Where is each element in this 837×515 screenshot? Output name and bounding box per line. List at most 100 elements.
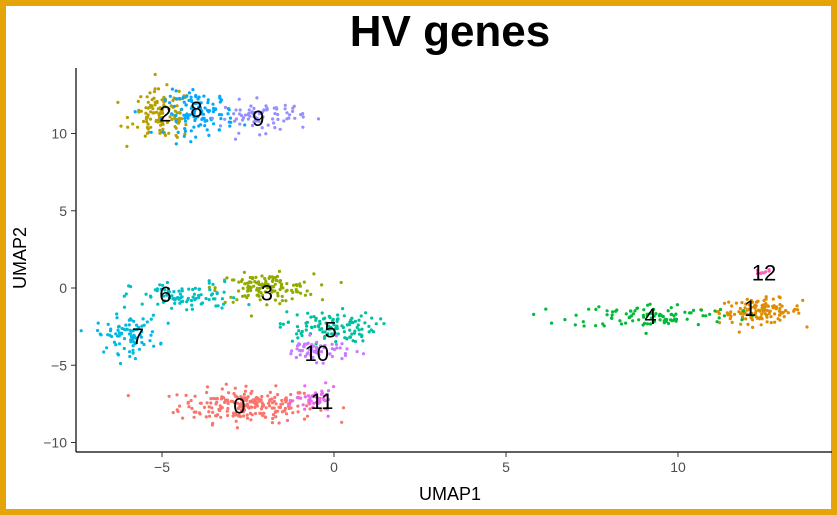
cluster-0-point bbox=[240, 396, 244, 400]
cluster-10-point bbox=[321, 361, 325, 365]
cluster-1-point bbox=[747, 303, 751, 307]
cluster-3-point bbox=[270, 275, 274, 279]
cluster-1-point bbox=[759, 323, 763, 327]
cluster-3-point bbox=[292, 283, 296, 287]
cluster-3-point bbox=[246, 285, 250, 289]
cluster-5-point bbox=[348, 328, 352, 332]
cluster-5-point bbox=[309, 315, 313, 319]
cluster-3-point bbox=[253, 280, 257, 284]
cluster-9-point bbox=[257, 110, 261, 114]
cluster-4-point bbox=[581, 320, 585, 324]
cluster-1-point bbox=[762, 303, 766, 307]
cluster-2-point bbox=[141, 119, 146, 124]
cluster-5-point bbox=[334, 327, 338, 331]
cluster-4-point bbox=[610, 313, 614, 317]
cluster-0-point bbox=[283, 397, 287, 402]
cluster-5-point bbox=[327, 324, 331, 328]
cluster-4-point bbox=[645, 322, 650, 326]
cluster-1-point bbox=[737, 310, 741, 314]
cluster-8-point bbox=[163, 98, 167, 102]
cluster-9-point bbox=[243, 113, 248, 117]
cluster-0-point bbox=[218, 404, 222, 408]
cluster-7-point bbox=[133, 357, 137, 361]
cluster-1-point bbox=[801, 298, 805, 302]
cluster-7-point bbox=[116, 328, 120, 332]
cluster-9-point bbox=[250, 110, 254, 115]
cluster-2-point bbox=[153, 103, 157, 107]
cluster-10-point bbox=[340, 357, 344, 361]
cluster-1-point bbox=[768, 309, 772, 313]
cluster-8-point bbox=[177, 96, 182, 101]
cluster-0-point bbox=[270, 421, 274, 425]
cluster-1-point bbox=[732, 312, 737, 316]
cluster-5-point bbox=[312, 315, 316, 319]
cluster-8-point bbox=[203, 106, 207, 110]
cluster-1-point bbox=[765, 320, 769, 324]
cluster-5-point bbox=[360, 333, 364, 337]
cluster-3-point bbox=[260, 274, 264, 278]
cluster-8-point bbox=[200, 112, 204, 116]
cluster-4-point bbox=[648, 322, 653, 326]
cluster-9-point bbox=[233, 137, 238, 141]
cluster-8-point bbox=[192, 125, 196, 129]
cluster-3-point bbox=[241, 286, 245, 290]
cluster-9-point bbox=[258, 133, 262, 137]
cluster-0-point bbox=[244, 384, 248, 388]
cluster-3-point bbox=[309, 292, 313, 296]
cluster-3-point bbox=[249, 289, 253, 293]
cluster-11-point bbox=[309, 399, 313, 403]
cluster-8-point bbox=[191, 88, 195, 92]
cluster-10-point bbox=[299, 349, 303, 353]
cluster-6-point bbox=[194, 296, 198, 301]
cluster-0-point bbox=[274, 415, 278, 419]
cluster-7-point bbox=[129, 318, 133, 322]
cluster-0-point bbox=[223, 400, 227, 404]
cluster-1-point bbox=[728, 317, 732, 321]
cluster-5-point bbox=[371, 330, 376, 334]
cluster-8-point bbox=[198, 106, 202, 110]
cluster-10-point bbox=[334, 334, 339, 338]
cluster-6-point bbox=[185, 300, 189, 304]
cluster-6-point bbox=[122, 305, 127, 309]
cluster-8-point bbox=[196, 101, 200, 105]
cluster-4-point bbox=[670, 312, 674, 316]
cluster-0-point bbox=[204, 415, 208, 419]
cluster-6-point bbox=[170, 294, 174, 298]
cluster-0-point bbox=[225, 398, 230, 402]
cluster-3-point bbox=[276, 294, 280, 298]
cluster-0-point bbox=[270, 406, 274, 410]
cluster-2-point bbox=[151, 111, 155, 115]
cluster-7-point bbox=[124, 323, 128, 327]
cluster-0-point bbox=[302, 417, 307, 421]
cluster-2-point bbox=[156, 120, 160, 124]
cluster-1-point bbox=[805, 325, 809, 329]
cluster-1-point bbox=[760, 312, 764, 316]
cluster-0-point bbox=[245, 416, 250, 420]
cluster-7-point bbox=[131, 348, 135, 352]
cluster-6-point bbox=[223, 280, 227, 284]
cluster-9-point bbox=[282, 119, 286, 123]
cluster-0-point bbox=[280, 410, 284, 414]
cluster-3-point bbox=[320, 298, 325, 302]
cluster-5-point bbox=[341, 325, 345, 330]
cluster-1-point bbox=[743, 306, 747, 310]
cluster-1-point bbox=[744, 302, 748, 306]
cluster-8-point bbox=[174, 113, 178, 118]
cluster-5-point bbox=[285, 310, 289, 314]
cluster-8-point bbox=[192, 115, 196, 119]
cluster-7-point bbox=[149, 317, 153, 321]
cluster-8-point bbox=[174, 142, 178, 146]
cluster-9-point bbox=[250, 123, 255, 128]
cluster-0-point bbox=[274, 384, 278, 388]
cluster-1-point bbox=[737, 330, 741, 334]
cluster-12-point bbox=[759, 271, 763, 275]
cluster-0-point bbox=[209, 397, 213, 401]
cluster-0-point bbox=[190, 406, 194, 411]
cluster-4-point bbox=[618, 319, 622, 323]
cluster-5-point bbox=[296, 336, 300, 340]
cluster-2-point bbox=[163, 105, 167, 109]
cluster-2-point bbox=[147, 130, 151, 134]
cluster-0-point bbox=[214, 414, 219, 418]
